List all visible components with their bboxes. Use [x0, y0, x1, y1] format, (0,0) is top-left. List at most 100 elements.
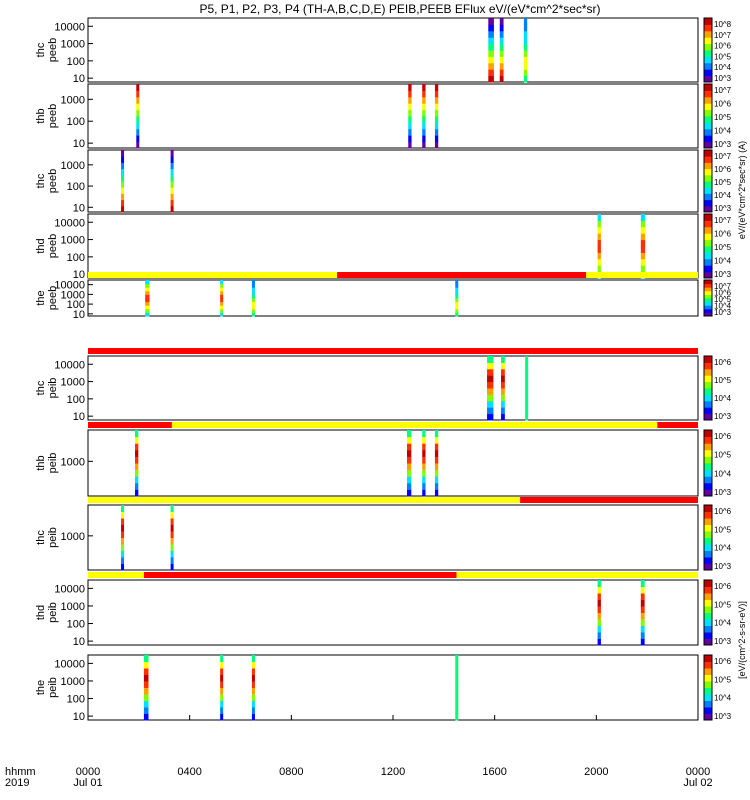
burst-cell	[422, 436, 426, 444]
colorbar-cell	[704, 181, 712, 184]
x-tick-label: 0000	[686, 766, 710, 778]
burst-10-2	[220, 655, 224, 721]
colorbar-cell	[704, 451, 712, 454]
colorbar-cell	[704, 252, 712, 255]
colorbar-cell	[704, 70, 712, 73]
burst-cell	[170, 531, 174, 538]
burst-6-2	[501, 356, 505, 421]
colorbar-cell	[704, 234, 712, 237]
colorbar-frame	[703, 149, 713, 213]
colorbar-cell	[704, 271, 712, 274]
colorbar-cell	[704, 695, 712, 698]
burst-cell	[501, 356, 505, 363]
colorbar-tick-label: 10^4	[714, 127, 732, 136]
colorbar-tick-label: 10^4	[714, 63, 732, 72]
colorbar-cell	[704, 405, 712, 408]
colorbar-cell	[704, 402, 712, 405]
colorbar-cell	[704, 628, 712, 631]
burst-cell	[488, 75, 494, 83]
colorbar-cell	[704, 151, 712, 154]
colorbar-cell	[704, 276, 712, 279]
colorbar-tick-label: 10^7	[714, 152, 732, 161]
colorbar-cell	[704, 64, 712, 67]
colorbar-cell	[704, 156, 712, 159]
burst-cell	[422, 469, 426, 477]
colorbar-cell	[704, 505, 712, 508]
colorbar-cell	[704, 469, 712, 472]
burst-cell	[121, 168, 125, 176]
burst-cell	[597, 625, 601, 633]
burst-cell	[455, 681, 459, 688]
burst-cell	[487, 413, 494, 421]
y-tick-label: 10000	[54, 359, 85, 371]
colorbar-tick-label: 10^3	[714, 140, 732, 149]
burst-cell	[145, 283, 150, 288]
colorbar-cell	[704, 225, 712, 228]
colorbar-cell	[704, 77, 712, 80]
y-tick-label: 10000	[54, 280, 85, 292]
burst-cell	[220, 301, 224, 306]
colorbar-cell	[704, 288, 712, 290]
colorbar-6: 10^6 10^5 10^4 10^3	[703, 355, 732, 421]
y-label-instrument: peib	[47, 602, 59, 623]
colorbar-cell	[704, 561, 712, 564]
burst-cell	[170, 550, 174, 558]
colorbar-frame	[703, 579, 713, 646]
colorbar-cell	[704, 418, 712, 421]
colorbar-cell	[704, 304, 712, 306]
colorbar-cell	[704, 260, 712, 263]
x-tick-label: 1200	[381, 766, 405, 778]
burst-cell	[422, 128, 426, 136]
colorbar-cell	[704, 702, 712, 705]
colorbar-cell	[704, 643, 712, 646]
burst-cell	[136, 122, 140, 130]
burst-cell	[488, 18, 494, 25]
colorbar-cell	[704, 96, 712, 99]
y-tick-label: 1000	[61, 160, 85, 172]
burst-cell	[406, 436, 412, 444]
burst-cell	[408, 84, 412, 91]
burst-cell	[597, 586, 601, 594]
colorbar-cell	[704, 305, 712, 307]
burst-cell	[597, 239, 601, 247]
colorbar-cell	[704, 266, 712, 269]
burst-cell	[408, 116, 412, 123]
burst-cell	[251, 290, 255, 295]
burst-cell	[170, 205, 174, 213]
y-tick-label: 100	[67, 116, 85, 128]
colorbar-cell	[704, 641, 712, 644]
burst-cell	[455, 700, 459, 708]
burst-3-2	[170, 150, 174, 213]
colorbar-cell	[704, 215, 712, 218]
burst-cell	[525, 356, 529, 363]
burst-cell	[501, 388, 505, 395]
burst-cell	[408, 96, 412, 104]
burst-cell	[422, 103, 426, 111]
colorbar-cell	[704, 692, 712, 695]
burst-cell	[597, 606, 601, 613]
burst-cell	[455, 308, 459, 313]
burst-cell	[434, 476, 439, 484]
x-axis-row-label-year: 2019	[5, 777, 29, 789]
panel-3-thc-peeb: 10 100 1000 thc peeb 10^7 10^6 10^5 10^4 10^3	[35, 149, 732, 214]
x-tick-label: 0800	[279, 766, 303, 778]
colorbar-cell	[704, 583, 712, 586]
burst-cell	[135, 443, 139, 451]
burst-cell	[434, 463, 439, 471]
burst-cell	[220, 294, 224, 299]
colorbar-cell	[704, 625, 712, 628]
burst-cell	[422, 489, 426, 497]
colorbar-cell	[704, 37, 712, 40]
colorbar-cell	[704, 682, 712, 685]
colorbar-cell	[704, 69, 712, 72]
colorbar-frame	[703, 279, 713, 317]
burst-cell	[220, 283, 224, 288]
colorbar-cell	[704, 481, 712, 484]
burst-8-1	[121, 505, 125, 571]
burst-3-1	[121, 150, 125, 213]
y-label-instrument: peeb	[47, 234, 59, 258]
colorbar-tick-label: 10^3	[714, 412, 732, 421]
flag-segment-9-1	[88, 572, 144, 578]
colorbar-cell	[704, 287, 712, 289]
